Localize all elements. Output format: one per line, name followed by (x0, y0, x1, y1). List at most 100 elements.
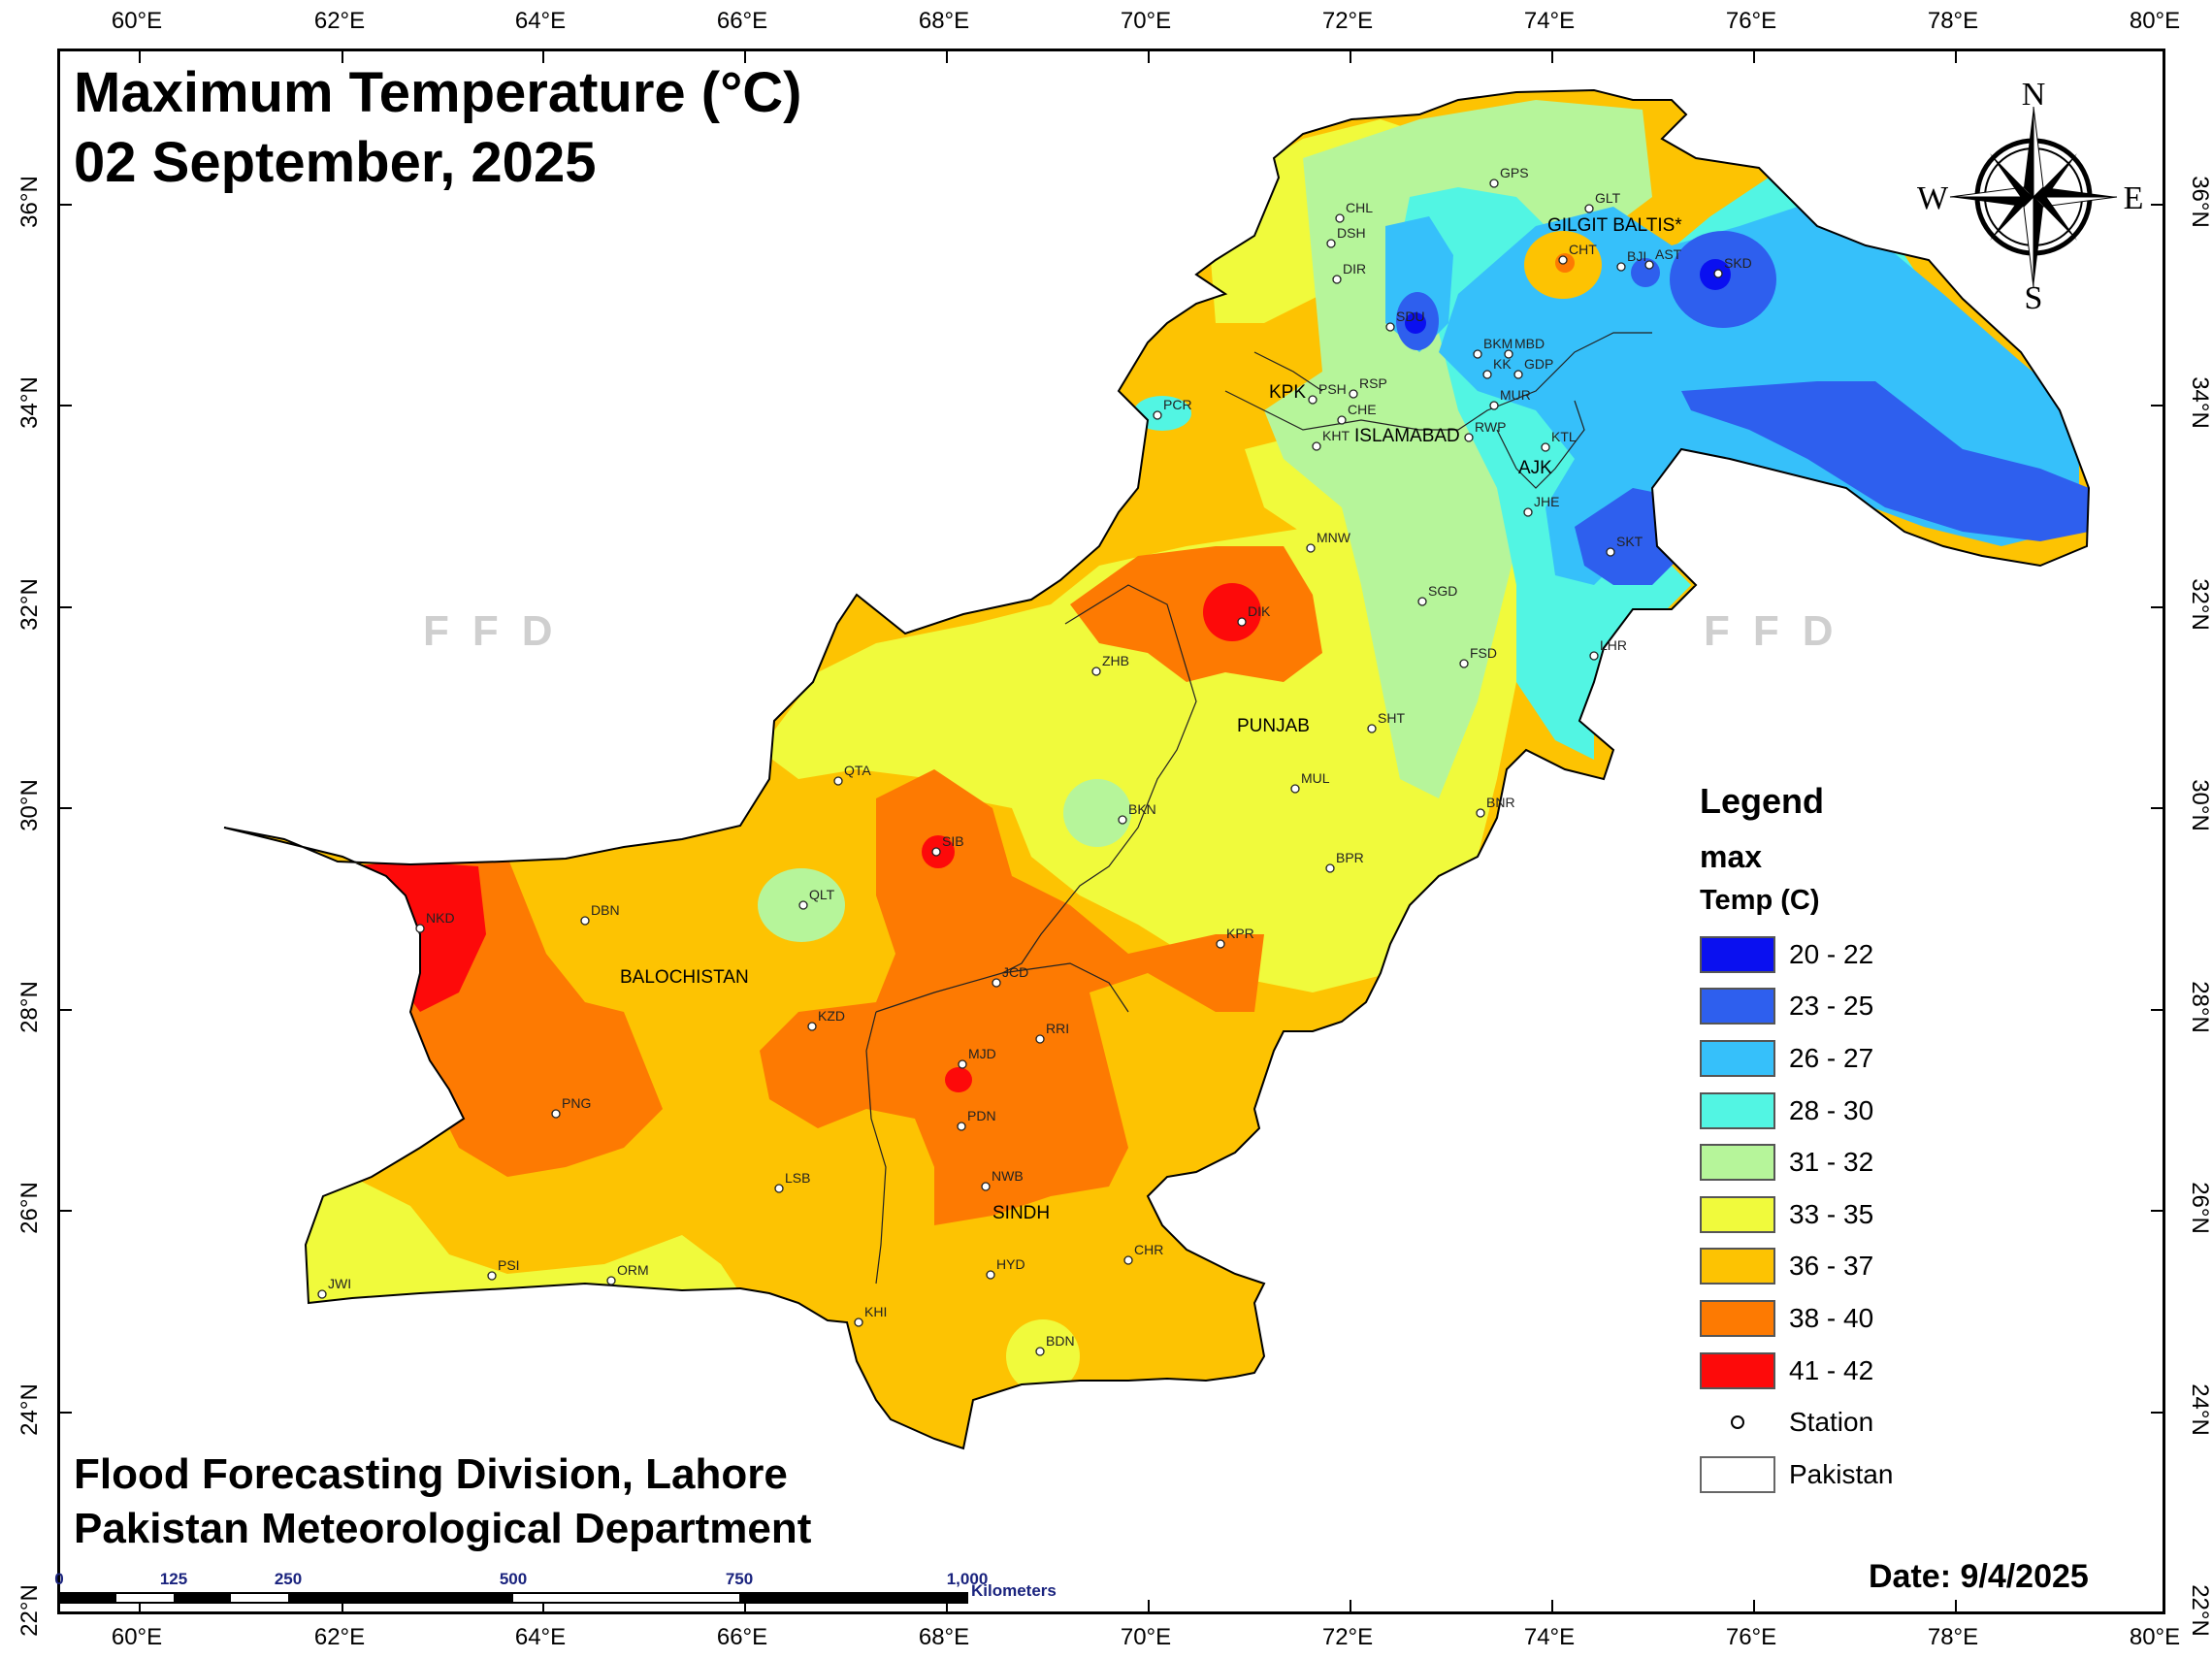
scale-tick: 500 (499, 1570, 528, 1588)
station-label: QLT (809, 887, 835, 902)
station-marker (1326, 239, 1336, 248)
title-line-1: Maximum Temperature (°C) (74, 61, 802, 124)
station-label: KHI (864, 1304, 887, 1319)
station-marker (1459, 659, 1469, 668)
compass-n: N (2022, 77, 2046, 113)
station-label: PNG (562, 1095, 591, 1111)
lon-tick: 72°E (1321, 1624, 1374, 1650)
station-label: KZD (818, 1008, 845, 1024)
station-marker (1489, 179, 1499, 188)
lat-tick: 34°N (16, 376, 43, 429)
station-label: NWB (992, 1168, 1024, 1184)
station-label: LHR (1600, 637, 1627, 653)
map-title: Maximum Temperature (°C) 02 September, 2… (74, 58, 802, 198)
lat-tick: 30°N (16, 779, 43, 831)
station-label: DIK (1248, 603, 1271, 619)
scale-unit: Kilometers (971, 1581, 1057, 1600)
station-marker (1504, 349, 1513, 359)
station-marker (981, 1182, 991, 1191)
legend-class-label: 28 - 30 (1789, 1094, 1874, 1125)
lat-tick: 24°N (16, 1383, 43, 1436)
title-line-2: 02 September, 2025 (74, 131, 597, 194)
station-marker (1091, 667, 1101, 676)
legend-swatch (1700, 1351, 1775, 1389)
station-marker (992, 978, 1001, 988)
station-marker (957, 1122, 966, 1131)
station-label: NKD (426, 910, 455, 926)
station-label: SHT (1378, 710, 1405, 726)
lon-tick: 76°E (1725, 1624, 1777, 1650)
province-label: PUNJAB (1237, 716, 1310, 736)
legend-class-row: 33 - 35 (1700, 1188, 2049, 1241)
lat-tick: 22°N (2186, 1584, 2212, 1637)
station-marker (1644, 260, 1654, 270)
lat-tick: 32°N (2186, 578, 2212, 631)
station-marker (1308, 395, 1317, 405)
legend-field: max (1700, 839, 1763, 874)
watermark: FFD (423, 607, 576, 655)
legend-class-row: 20 - 22 (1700, 928, 2049, 981)
station-marker (1237, 617, 1247, 627)
station-marker (1482, 370, 1492, 379)
station-label: LSB (785, 1170, 810, 1186)
legend-swatch (1700, 935, 1775, 973)
station-label: HYD (996, 1256, 1025, 1272)
compass-s: S (2025, 280, 2043, 316)
station-label: CHL (1346, 200, 1373, 215)
station-label: ZHB (1102, 653, 1129, 668)
station-label: MUL (1301, 770, 1330, 786)
station-marker (1541, 442, 1550, 452)
station-marker (1513, 370, 1523, 379)
lon-tick: 62°E (313, 1624, 366, 1650)
station-marker (1312, 441, 1321, 451)
province-boundaries (865, 332, 1652, 1285)
legend-class-row: 26 - 27 (1700, 1032, 2049, 1085)
station-marker (1153, 410, 1162, 420)
lon-tick: 64°E (514, 8, 567, 34)
station-label: SIB (942, 833, 964, 849)
lon-tick: 72°E (1321, 8, 1374, 34)
station-marker (931, 847, 941, 857)
station-marker (1332, 275, 1342, 284)
lat-tick: 36°N (16, 176, 43, 228)
scale-tick: 750 (725, 1570, 754, 1588)
station-marker (986, 1270, 995, 1280)
station-marker (1325, 863, 1335, 873)
legend-class-label: 36 - 37 (1789, 1251, 1874, 1282)
station-marker (798, 900, 808, 910)
station-label: DIR (1343, 261, 1366, 276)
station-label: FSD (1470, 645, 1497, 661)
legend-class-label: 33 - 35 (1789, 1198, 1874, 1229)
station-marker (551, 1109, 561, 1119)
legend-station-row: Station (1700, 1396, 2049, 1448)
station-label: SKT (1616, 534, 1643, 549)
lon-tick: 60°E (111, 8, 163, 34)
station-marker (1473, 349, 1482, 359)
station-label: BDN (1046, 1333, 1075, 1349)
scale-ticks: 0 125 250 500 750 1,000 (54, 1570, 1086, 1591)
station-label: KHT (1322, 428, 1350, 443)
station-marker (1616, 262, 1626, 272)
credit-line-1: Flood Forecasting Division, Lahore (74, 1450, 788, 1498)
lon-tick: 78°E (1927, 1624, 1979, 1650)
station-marker (1337, 415, 1347, 425)
legend-classes: 20 - 22 23 - 25 26 - 27 28 - 30 31 - 32 33 - … (1700, 928, 2049, 1396)
province-label: KPK (1269, 382, 1306, 403)
station-marker (1523, 507, 1533, 517)
lat-tick: 26°N (2186, 1182, 2212, 1234)
station-label: BJI (1627, 248, 1646, 264)
station-marker (1216, 939, 1225, 949)
legend-class-label: 26 - 27 (1789, 1042, 1874, 1073)
station-label: RRI (1046, 1021, 1069, 1036)
station-label: CHR (1134, 1242, 1163, 1257)
station-label: CHT (1569, 242, 1597, 257)
compass-e: E (2124, 180, 2144, 216)
station-marker (487, 1271, 497, 1281)
station-marker (1349, 389, 1358, 399)
station-label: SKD (1724, 255, 1752, 271)
station-label: CHE (1348, 402, 1377, 417)
lon-tick: 68°E (918, 1624, 970, 1650)
station-marker (1306, 543, 1316, 553)
legend-station-label: Station (1789, 1407, 1874, 1438)
